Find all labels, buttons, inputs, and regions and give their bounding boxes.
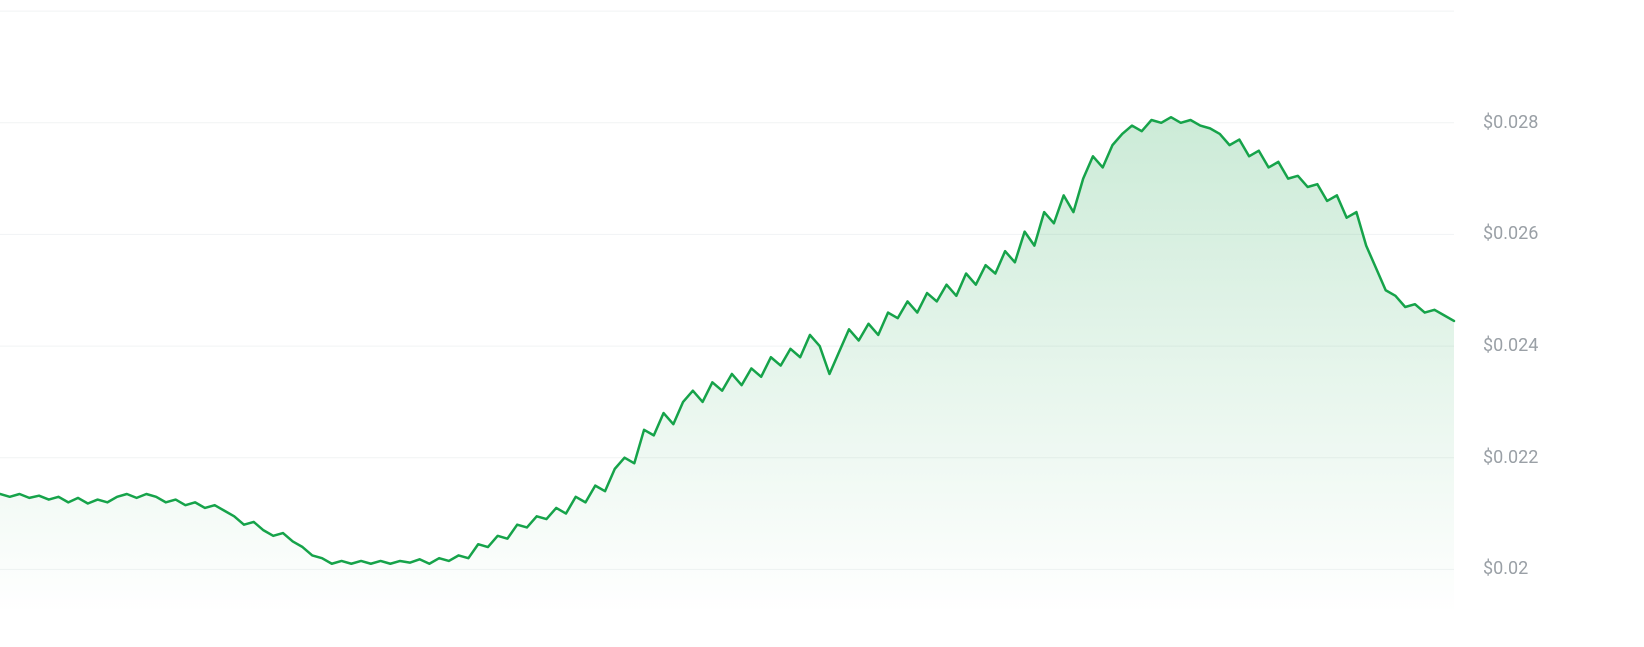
price-chart[interactable]: $0.02 $0.022 $0.024 $0.026 $0.028 bbox=[0, 0, 1644, 647]
y-axis-tick-label: $0.022 bbox=[1483, 447, 1538, 468]
y-axis-tick-label: $0.024 bbox=[1483, 335, 1538, 356]
y-axis-tick-label: $0.026 bbox=[1483, 223, 1538, 244]
y-axis-tick-label: $0.028 bbox=[1483, 112, 1538, 133]
chart-canvas bbox=[0, 0, 1644, 647]
area-fill bbox=[0, 117, 1454, 614]
y-axis-tick-label: $0.02 bbox=[1483, 558, 1528, 579]
